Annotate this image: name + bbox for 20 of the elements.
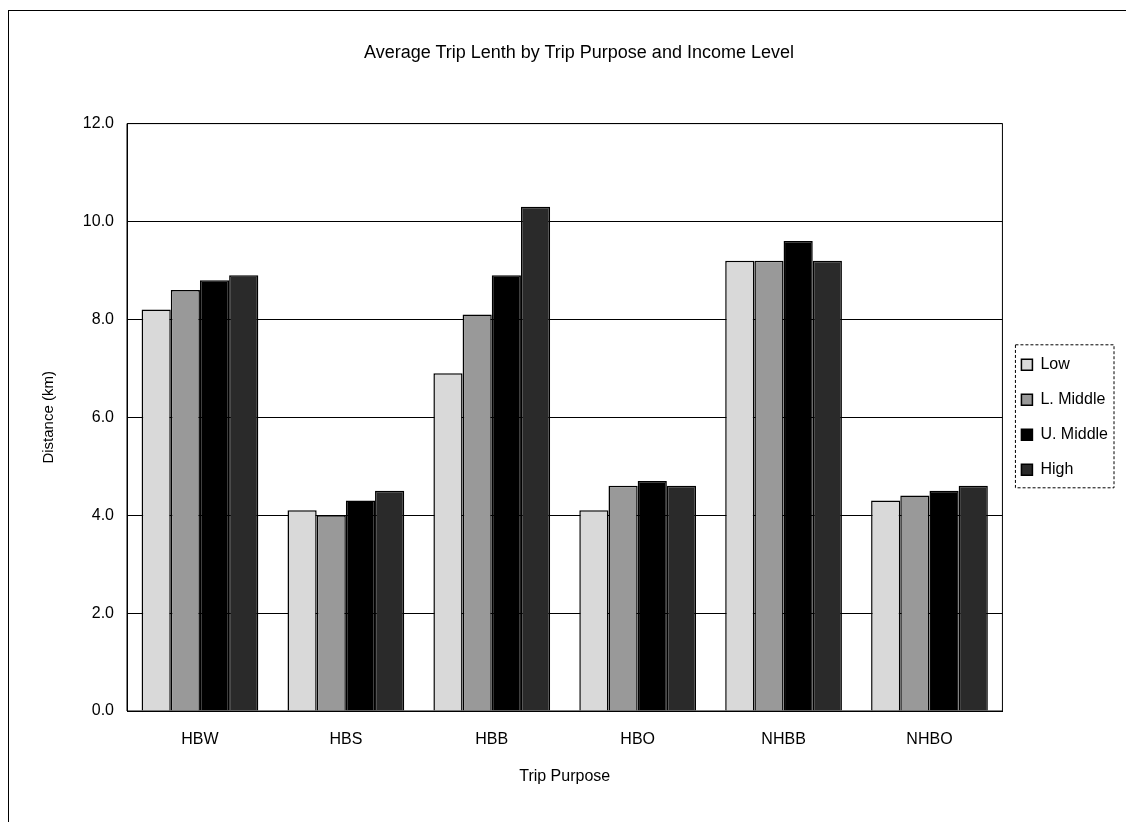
x-tick-label: NHBO bbox=[906, 730, 953, 748]
legend-label: U. Middle bbox=[1040, 425, 1109, 443]
x-tick-label: HBB bbox=[475, 730, 509, 748]
x-tick-label: NHBB bbox=[761, 730, 806, 748]
x-tick-label: HBS bbox=[329, 730, 363, 748]
y-tick-label: 12.0 bbox=[82, 114, 115, 132]
x-axis-title: Trip Purpose bbox=[519, 766, 611, 784]
y-tick-label: 2.0 bbox=[91, 603, 115, 621]
y-tick-label: 10.0 bbox=[82, 211, 115, 229]
x-tick-label: HBO bbox=[620, 730, 655, 748]
x-tick-label: HBW bbox=[181, 730, 220, 748]
y-axis-title: Distance (km) bbox=[39, 371, 57, 464]
chart-title: Average Trip Lenth by Trip Purpose and Income Level bbox=[364, 41, 794, 62]
y-tick-label: 8.0 bbox=[91, 309, 115, 327]
y-tick-label: 6.0 bbox=[91, 407, 115, 425]
legend-label: Low bbox=[1040, 355, 1071, 373]
legend-label: High bbox=[1040, 460, 1074, 478]
y-tick-label: 0.0 bbox=[91, 701, 115, 719]
legend-label: L. Middle bbox=[1040, 390, 1106, 408]
y-tick-label: 4.0 bbox=[91, 505, 115, 523]
